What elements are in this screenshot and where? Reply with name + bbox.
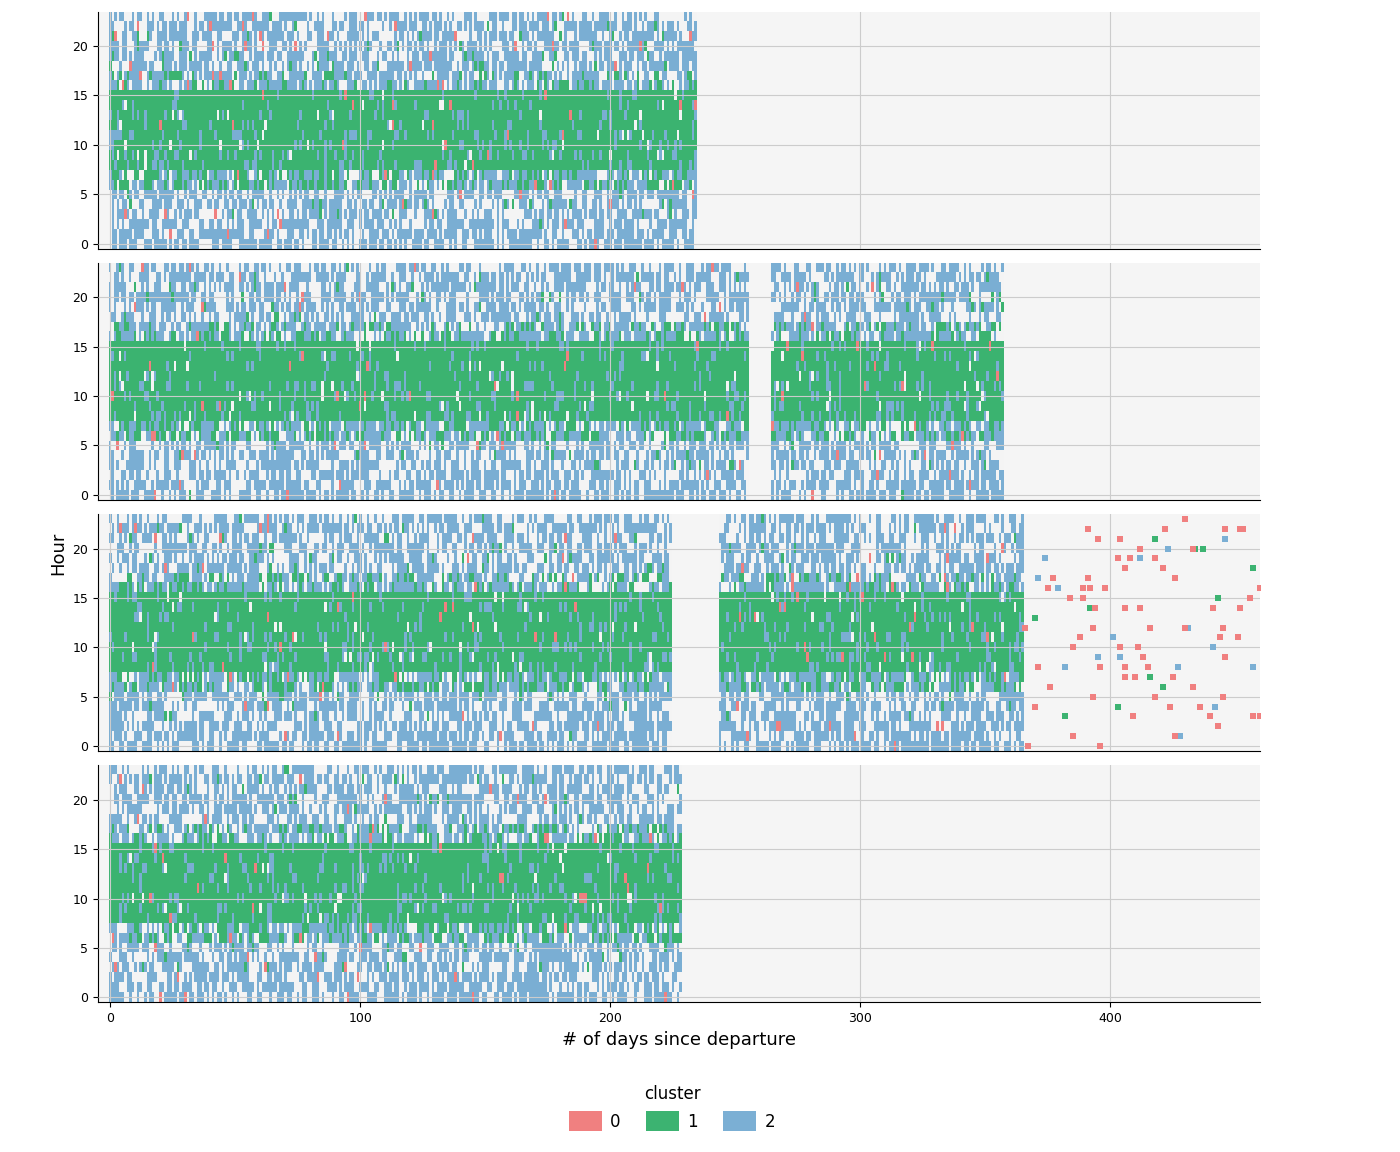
Legend: 0, 1, 2: 0, 1, 2 (561, 1078, 783, 1138)
Point (1182, 539, 1204, 558)
Point (1077, 569, 1099, 588)
Point (1114, 599, 1137, 617)
X-axis label: # of days since departure: # of days since departure (561, 1031, 797, 1048)
Point (1077, 520, 1099, 538)
Point (1232, 520, 1254, 538)
Point (1109, 647, 1131, 666)
Point (1144, 530, 1166, 548)
Point (1042, 569, 1064, 588)
Point (1119, 550, 1141, 568)
Point (1144, 550, 1166, 568)
Point (1184, 539, 1207, 558)
Point (1154, 520, 1176, 538)
Point (1026, 569, 1049, 588)
Point (1211, 688, 1233, 706)
Point (1114, 658, 1137, 676)
Point (1114, 559, 1137, 577)
Point (1106, 697, 1128, 715)
Point (1242, 658, 1264, 676)
Point (1131, 647, 1154, 666)
Point (1084, 599, 1106, 617)
Point (1173, 619, 1196, 637)
Point (1079, 578, 1102, 597)
Point (1039, 677, 1061, 696)
Point (1026, 658, 1049, 676)
Point (1249, 578, 1271, 597)
Point (1156, 539, 1179, 558)
Point (1173, 509, 1196, 528)
Point (1081, 688, 1103, 706)
Point (1211, 619, 1233, 637)
Point (1207, 589, 1229, 607)
Point (1207, 717, 1229, 735)
Point (1033, 550, 1056, 568)
Point (1071, 589, 1093, 607)
Point (1189, 697, 1211, 715)
Point (1138, 619, 1161, 637)
Point (1201, 638, 1224, 657)
Point (1071, 578, 1093, 597)
Point (1016, 737, 1039, 756)
Point (1023, 697, 1046, 715)
Point (1102, 628, 1124, 646)
Point (1226, 628, 1249, 646)
Point (1127, 638, 1149, 657)
Point (1176, 619, 1198, 637)
Point (1229, 520, 1252, 538)
Point (1214, 647, 1236, 666)
Point (1191, 539, 1214, 558)
Point (1163, 727, 1186, 745)
Point (1089, 658, 1112, 676)
Point (1109, 638, 1131, 657)
Point (1058, 589, 1081, 607)
Point (1036, 578, 1058, 597)
Point (1166, 658, 1189, 676)
Point (1079, 599, 1102, 617)
Point (1124, 668, 1147, 687)
Point (1229, 599, 1252, 617)
Point (1046, 578, 1068, 597)
Point (1023, 608, 1046, 627)
Text: Hour: Hour (49, 531, 67, 575)
Point (1086, 647, 1109, 666)
Point (1201, 599, 1224, 617)
Point (1138, 668, 1161, 687)
Point (1128, 539, 1151, 558)
Point (1198, 707, 1221, 726)
Point (1054, 658, 1077, 676)
Point (1054, 707, 1077, 726)
Point (1163, 569, 1186, 588)
Point (1214, 530, 1236, 548)
Point (1144, 688, 1166, 706)
Point (1151, 559, 1173, 577)
Point (1151, 677, 1173, 696)
Point (1106, 550, 1128, 568)
Point (1014, 619, 1036, 637)
Point (1239, 589, 1261, 607)
Point (1068, 628, 1091, 646)
Point (1242, 707, 1264, 726)
Point (1128, 599, 1151, 617)
Point (1114, 668, 1137, 687)
Point (1093, 578, 1116, 597)
Point (1242, 559, 1264, 577)
Point (1159, 697, 1182, 715)
Point (1121, 707, 1144, 726)
Point (1081, 619, 1103, 637)
Point (1061, 638, 1084, 657)
Point (1061, 727, 1084, 745)
Point (1214, 520, 1236, 538)
Point (1204, 697, 1226, 715)
Point (1208, 628, 1231, 646)
Point (1137, 658, 1159, 676)
Point (1162, 668, 1184, 687)
Point (1128, 550, 1151, 568)
Point (1182, 677, 1204, 696)
Point (1249, 707, 1271, 726)
Point (1169, 727, 1191, 745)
Point (1089, 737, 1112, 756)
Point (1086, 530, 1109, 548)
Point (1109, 530, 1131, 548)
